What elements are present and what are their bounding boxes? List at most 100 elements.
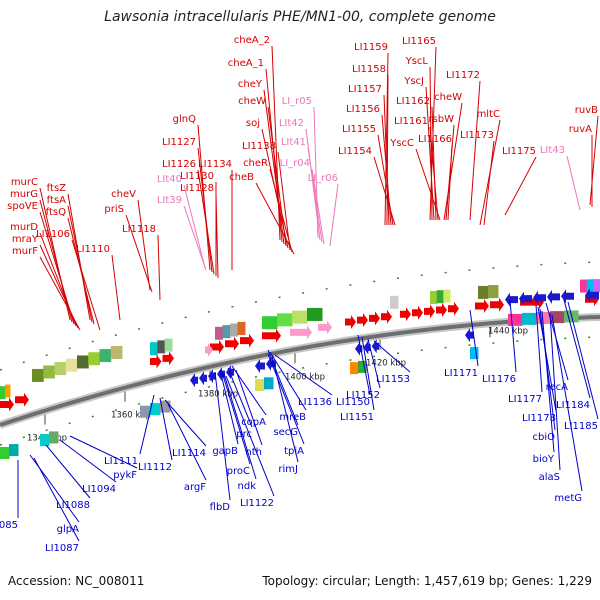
reverse-gene-block bbox=[350, 362, 359, 375]
forward-gene-label-cher: cheR bbox=[243, 158, 268, 169]
forward-gene-block bbox=[478, 285, 489, 299]
rna-label-leader bbox=[329, 183, 339, 247]
reverse-label-leader bbox=[367, 338, 381, 389]
forward-gene-block bbox=[586, 279, 594, 293]
rna-gene-label-lit42: LIt42 bbox=[279, 118, 304, 129]
forward-gene-label-li1138: LI1138 bbox=[242, 141, 276, 152]
forward-gene-block bbox=[157, 340, 166, 354]
reverse-label-leader bbox=[45, 444, 91, 499]
forward-gene-label-li1128: LI1128 bbox=[180, 183, 214, 194]
reverse-gene-block bbox=[49, 431, 59, 444]
forward-gene-arrow bbox=[400, 307, 411, 322]
forward-gene-label-ruvb: ruvB bbox=[575, 105, 598, 116]
reverse-gene-label-secg: secG bbox=[273, 427, 298, 438]
forward-gene-label-yscl: YscL bbox=[405, 56, 429, 67]
forward-gene-label-li1118: LI1118 bbox=[122, 224, 156, 235]
forward-label-leader bbox=[415, 148, 441, 221]
forward-gene-block bbox=[580, 279, 588, 293]
reverse-label-leader bbox=[549, 312, 561, 471]
forward-label-leader bbox=[263, 89, 285, 245]
reverse-label-leader bbox=[59, 439, 117, 483]
reverse-gene-label-li1114: LI1114 bbox=[172, 448, 206, 459]
rna-gene-label-lit39: LIt39 bbox=[157, 195, 182, 206]
forward-gene-block bbox=[0, 386, 6, 400]
genome-summary-text: Topology: circular; Length: 1,457,619 bp… bbox=[262, 574, 592, 588]
forward-gene-arrow bbox=[412, 305, 423, 320]
scale-tick-label: 1420 kbp bbox=[366, 359, 406, 369]
forward-label-leader bbox=[215, 193, 219, 279]
reverse-gene-label-prc: prc bbox=[236, 429, 252, 440]
reverse-gene-label-metg: metG bbox=[554, 493, 582, 504]
reverse-gene-arrow bbox=[208, 369, 216, 384]
forward-label-leader bbox=[157, 234, 161, 301]
forward-gene-block bbox=[443, 289, 451, 303]
forward-gene-block bbox=[77, 355, 89, 369]
rna-label-leader bbox=[311, 168, 325, 245]
reverse-label-leader bbox=[214, 371, 231, 501]
reverse-label-leader bbox=[159, 397, 173, 461]
reverse-gene-block bbox=[470, 347, 479, 360]
forward-gene-block bbox=[5, 384, 11, 398]
reverse-label-leader bbox=[469, 309, 479, 367]
reverse-gene-label-pykf: pykF bbox=[113, 470, 137, 481]
reverse-label-leader bbox=[539, 308, 556, 431]
forward-label-leader bbox=[431, 106, 437, 221]
reverse-label-leader bbox=[563, 299, 591, 399]
reverse-gene-label-flbd: flbD bbox=[210, 502, 231, 513]
forward-gene-arrow bbox=[225, 336, 239, 351]
reverse-gene-label-li1178: LI1178 bbox=[522, 413, 556, 424]
forward-label-leader bbox=[197, 147, 213, 273]
reverse-label-leader bbox=[274, 354, 333, 396]
reverse-gene-block bbox=[508, 313, 523, 326]
reverse-gene-label-li1085: LI1085 bbox=[0, 520, 18, 531]
forward-gene-block bbox=[164, 338, 173, 352]
forward-gene-block bbox=[110, 345, 123, 359]
rna-label-leader bbox=[183, 184, 206, 269]
genome-backbone bbox=[0, 315, 600, 427]
reverse-label-leader bbox=[509, 299, 517, 373]
forward-label-leader bbox=[447, 144, 453, 221]
forward-gene-label-spove: spoVE bbox=[7, 201, 38, 212]
forward-gene-label-chey: cheY bbox=[238, 79, 263, 90]
rna-gene-arrow bbox=[290, 325, 312, 340]
forward-gene-label-chea-2: cheA_2 bbox=[234, 35, 270, 46]
forward-gene-block bbox=[436, 290, 444, 304]
forward-label-leader bbox=[255, 182, 295, 255]
forward-label-leader bbox=[504, 156, 537, 216]
forward-gene-arrow bbox=[369, 311, 380, 326]
forward-gene-label-li1157: LI1157 bbox=[348, 84, 382, 95]
forward-label-leader bbox=[111, 254, 121, 321]
reverse-gene-label-mreb: mreB bbox=[279, 412, 306, 423]
forward-gene-block bbox=[150, 342, 158, 356]
reverse-gene-block bbox=[150, 403, 161, 416]
scale-tick-label: 1440 kbp bbox=[488, 326, 528, 336]
reverse-gene-arrow bbox=[371, 339, 379, 354]
forward-gene-block bbox=[593, 279, 600, 293]
reverse-gene-label-li1176: LI1176 bbox=[482, 374, 516, 385]
forward-label-leader bbox=[277, 151, 291, 251]
reverse-gene-label-li1153: LI1153 bbox=[376, 374, 410, 385]
forward-gene-block bbox=[99, 349, 112, 363]
reverse-gene-block bbox=[0, 447, 10, 459]
rna-gene-label-li-r05: LI_r05 bbox=[282, 96, 312, 107]
reverse-label-leader bbox=[541, 310, 555, 453]
accession-text: Accession: NC_008011 bbox=[8, 574, 145, 588]
forward-gene-label-chea-1: cheA_1 bbox=[228, 58, 264, 69]
reverse-gene-block bbox=[160, 400, 171, 413]
reverse-gene-label-argf: argF bbox=[184, 482, 206, 493]
forward-label-leader bbox=[197, 169, 215, 275]
forward-gene-label-pris: priS bbox=[104, 204, 124, 215]
forward-gene-arrow bbox=[210, 340, 224, 355]
forward-gene-block bbox=[262, 316, 278, 330]
reverse-gene-label-reca: recA bbox=[546, 382, 569, 393]
forward-gene-label-li1165: LI1165 bbox=[402, 36, 436, 47]
rna-gene-label-li-r04: LI_r04 bbox=[280, 158, 310, 169]
forward-gene-label-li1155: LI1155 bbox=[342, 124, 376, 135]
forward-gene-label-li1156: LI1156 bbox=[346, 104, 380, 115]
forward-label-leader bbox=[39, 256, 81, 331]
forward-gene-arrow bbox=[448, 301, 459, 316]
reverse-gene-label-cbio: cbiO bbox=[533, 432, 556, 443]
forward-gene-arrow bbox=[381, 309, 392, 324]
rna-label-leader bbox=[566, 155, 581, 211]
